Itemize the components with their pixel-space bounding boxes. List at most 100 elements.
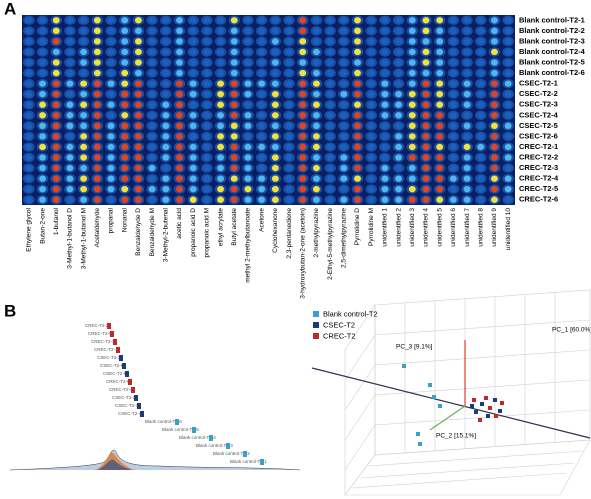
heatmap-spot: [313, 27, 320, 34]
heatmap-spot: [354, 164, 361, 172]
heatmap-spot: [285, 17, 293, 24]
heatmap-spot: [66, 80, 74, 87]
column-label: 2-Ethyl-5-methylpyrazine: [327, 208, 334, 280]
heatmap-spot: [66, 27, 74, 34]
heatmap-spot: [244, 175, 252, 182]
heatmap-spot: [52, 48, 60, 56]
column-label: acetic acid: [176, 208, 183, 239]
dendrogram-marker: [243, 451, 247, 457]
column-label: Acetone: [258, 208, 265, 232]
heatmap-spot: [134, 69, 142, 77]
heatmap-spot: [217, 122, 224, 129]
heatmap-spot: [162, 133, 170, 140]
dendrogram-marker: [131, 387, 135, 393]
heatmap-spot: [230, 122, 238, 129]
heatmap-spot: [271, 175, 279, 182]
heatmap-spot: [134, 122, 142, 129]
dendrogram-label: CSEC-T2-4: [118, 411, 142, 416]
heatmap-spot: [354, 59, 361, 66]
heatmap-spot: [230, 27, 238, 34]
heatmap-spot: [134, 48, 142, 56]
heatmap-spot: [477, 48, 485, 56]
heatmap-spot: [449, 164, 457, 172]
heatmap-spot: [422, 196, 430, 203]
heatmap-spot: [203, 48, 211, 56]
heatmap-spot: [258, 80, 266, 87]
heatmap-spot: [244, 196, 252, 203]
heatmap-spot: [271, 196, 279, 203]
heatmap-spot: [313, 122, 320, 129]
heatmap-spot: [395, 80, 403, 87]
heatmap-spot: [230, 91, 238, 98]
column-label: ethyl acrylate: [217, 208, 224, 247]
heatmap-spot: [449, 101, 457, 108]
heatmap-spot: [189, 69, 197, 77]
heatmap-spot: [313, 101, 320, 108]
heatmap-spot: [285, 186, 293, 193]
heatmap-spot: [203, 112, 211, 119]
heatmap-spot: [258, 143, 266, 151]
heatmap-spot: [504, 101, 512, 108]
heatmap-spot: [436, 17, 444, 24]
heatmap-spot: [340, 48, 348, 56]
heatmap-spot: [299, 175, 307, 182]
heatmap-spot: [367, 164, 375, 172]
heatmap-spot: [271, 91, 279, 98]
heatmap-spot: [176, 196, 183, 203]
heatmap-spot: [463, 112, 471, 119]
heatmap-spot: [258, 133, 266, 140]
dendrogram-label: Blank control-T2-4: [179, 435, 216, 440]
heatmap-spot: [463, 38, 471, 45]
heatmap-spot: [422, 112, 430, 119]
column-label: unidentified 8: [477, 208, 484, 247]
heatmap-spot: [93, 80, 101, 87]
heatmap-spot: [271, 17, 279, 24]
heatmap-spot: [66, 101, 74, 108]
heatmap-spot: [52, 27, 60, 34]
heatmap-spot: [408, 175, 416, 182]
heatmap-spot: [217, 91, 224, 98]
heatmap-spot: [66, 48, 74, 56]
heatmap-spot: [313, 80, 320, 87]
heatmap-spot: [80, 154, 88, 161]
heatmap-spot: [326, 196, 334, 203]
heatmap-spot: [107, 91, 115, 98]
heatmap-spot: [285, 69, 293, 77]
heatmap-spot: [381, 27, 389, 34]
heatmap-spot: [107, 17, 115, 24]
heatmap-spot: [381, 164, 389, 172]
heatmap-spot: [176, 133, 183, 140]
heatmap-spot: [354, 17, 361, 24]
heatmap-spot: [504, 38, 512, 45]
heatmap-spot: [354, 196, 361, 203]
heatmap-spot: [217, 143, 224, 151]
heatmap-spot: [93, 91, 101, 98]
heatmap-spot: [121, 91, 129, 98]
heatmap-spot: [148, 69, 156, 77]
heatmap-spot: [107, 196, 115, 203]
heatmap-spot: [422, 143, 430, 151]
heatmap-spot: [326, 91, 334, 98]
dendrogram-marker: [175, 419, 179, 425]
heatmap-spot: [381, 196, 389, 203]
heatmap-spot: [258, 196, 266, 203]
heatmap-spot: [39, 196, 46, 203]
heatmap-spot: [449, 17, 457, 24]
heatmap-spot: [121, 17, 129, 24]
heatmap-spot: [244, 122, 252, 129]
heatmap-spot: [258, 101, 266, 108]
heatmap-spot: [367, 133, 375, 140]
heatmap-spot: [299, 196, 307, 203]
heatmap-spot: [491, 154, 498, 161]
pca-3d-plot: [311, 289, 591, 496]
heatmap-spot: [25, 112, 33, 119]
heatmap-spot: [39, 69, 46, 77]
dendrogram-label: CSEC-T2-2: [97, 355, 121, 360]
heatmap-spot: [313, 175, 320, 182]
heatmap-spot: [449, 59, 457, 66]
heatmap-spot: [25, 122, 33, 129]
heatmap-spot: [134, 101, 142, 108]
heatmap-spot: [463, 27, 471, 34]
heatmap-spot: [189, 186, 197, 193]
heatmap-spot: [354, 122, 361, 129]
